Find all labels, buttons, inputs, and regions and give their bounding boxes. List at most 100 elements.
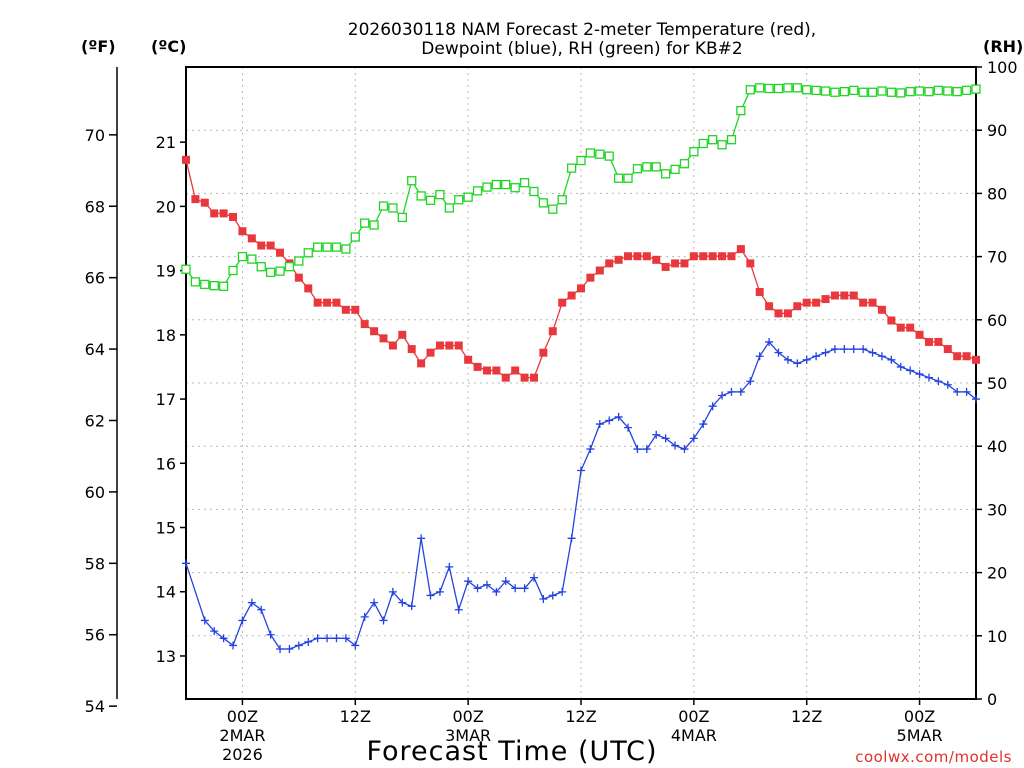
temperature-point — [577, 284, 585, 293]
temperature-point — [200, 198, 209, 207]
dewpoint-point — [972, 395, 980, 404]
dewpoint-point — [934, 377, 943, 386]
rh-point — [623, 173, 633, 183]
dewpoint-point — [699, 420, 708, 429]
temperature-point — [877, 305, 886, 314]
rh-point — [265, 267, 276, 278]
temperature-point — [567, 291, 576, 300]
axes: 54 56 58 60 62 64 66 68 70 13 14 15 16 17 18 19 20 21 0 10 2… — [85, 58, 1018, 764]
temperature-point — [182, 155, 190, 164]
celsius-unit-label: (ºC) — [151, 37, 186, 56]
temperature-point — [210, 209, 219, 218]
rh-point — [604, 151, 614, 161]
temperature-point — [671, 259, 680, 268]
rh-tick-label: 70 — [987, 248, 1007, 267]
rh-tick-label: 10 — [987, 627, 1007, 646]
rh-point — [914, 86, 925, 96]
dewpoint-point — [802, 355, 811, 364]
dewpoint-point — [840, 345, 849, 354]
x-date-label: 4MAR — [671, 726, 717, 745]
fahrenheit-tick-label: 54 — [85, 697, 105, 716]
rh-point — [933, 85, 944, 96]
dewpoint-point — [257, 605, 266, 614]
dewpoint-point — [774, 348, 783, 357]
celsius-tick-label: 14 — [156, 583, 176, 602]
temperature-point — [680, 259, 689, 268]
rh-point — [378, 201, 389, 211]
temperature-point — [191, 195, 200, 204]
dewpoint-point — [341, 634, 350, 643]
dewpoint-point — [229, 641, 238, 650]
temperature-point — [370, 327, 379, 336]
dewpoint-point — [689, 434, 698, 443]
rh-tick-label: 20 — [987, 564, 1007, 583]
temperature-point — [558, 298, 567, 307]
temperature-point — [972, 355, 980, 364]
dewpoint-point — [605, 416, 614, 425]
dewpoint-point — [454, 605, 463, 614]
rh-point — [905, 86, 915, 97]
temperature-point — [887, 316, 896, 325]
dewpoint-point — [746, 377, 755, 386]
dewpoint-point — [812, 352, 821, 361]
temperature-point — [614, 255, 623, 264]
rh-point — [237, 251, 248, 262]
dewpoint-point — [859, 345, 868, 354]
rh-point — [764, 83, 774, 94]
dewpoint-point — [614, 412, 623, 421]
rh-point — [708, 135, 718, 145]
rh-point — [482, 182, 492, 192]
rh-point — [971, 84, 981, 94]
rh-point — [792, 83, 802, 93]
temperature-point — [520, 373, 529, 382]
rh-point — [256, 262, 266, 272]
dewpoint-point — [642, 445, 651, 454]
dewpoint-point — [953, 387, 962, 396]
temperature-point — [219, 209, 228, 218]
x-tick-label: 00Z — [227, 707, 258, 726]
celsius-tick-label: 21 — [156, 133, 176, 152]
rh-point — [651, 162, 661, 172]
rh-point — [294, 256, 304, 266]
rh-point — [529, 186, 539, 197]
temperature-point — [276, 248, 285, 257]
rh-point — [566, 163, 577, 173]
dewpoint-point — [652, 430, 661, 439]
rh-tick-label: 50 — [987, 374, 1007, 393]
chart-title-line2: Dewpoint (blue), RH (green) for KB#2 — [421, 39, 742, 59]
dewpoint-point — [718, 391, 727, 400]
temperature-point — [454, 341, 463, 350]
dewpoint-point — [887, 355, 896, 364]
dewpoint-point — [501, 577, 510, 586]
temperature-point — [304, 284, 313, 293]
rh-point — [331, 242, 342, 252]
temperature-point — [341, 305, 350, 314]
rh-point — [209, 281, 219, 291]
x-tick-label: 00Z — [904, 707, 935, 726]
dewpoint-point — [200, 616, 209, 625]
rh-point — [519, 178, 530, 188]
temperature-point — [765, 302, 774, 311]
rh-tick-label: 60 — [987, 311, 1007, 330]
dewpoint-point — [417, 534, 426, 543]
temperature-point — [294, 273, 303, 282]
dewpoint-point — [849, 345, 858, 354]
rh-tick-label: 30 — [987, 500, 1007, 519]
temperature-point — [943, 345, 952, 354]
dewpoint-point — [238, 616, 247, 625]
temperature-point — [605, 259, 614, 268]
x-date-label: 2MAR — [219, 726, 265, 745]
rh-point — [181, 264, 191, 274]
dewpoint-point — [398, 598, 407, 607]
rh-point — [802, 85, 812, 95]
dewpoint-point — [323, 634, 332, 643]
temperature-point — [247, 234, 256, 243]
fahrenheit-tick-label: 68 — [85, 197, 105, 216]
dewpoint-point — [266, 630, 275, 639]
dewpoint-point — [586, 445, 595, 454]
dewpoint-point — [633, 445, 642, 454]
celsius-tick-label: 13 — [156, 647, 176, 666]
rh-point — [585, 148, 596, 158]
temperature-point — [238, 227, 247, 236]
dewpoint-point — [520, 584, 529, 593]
